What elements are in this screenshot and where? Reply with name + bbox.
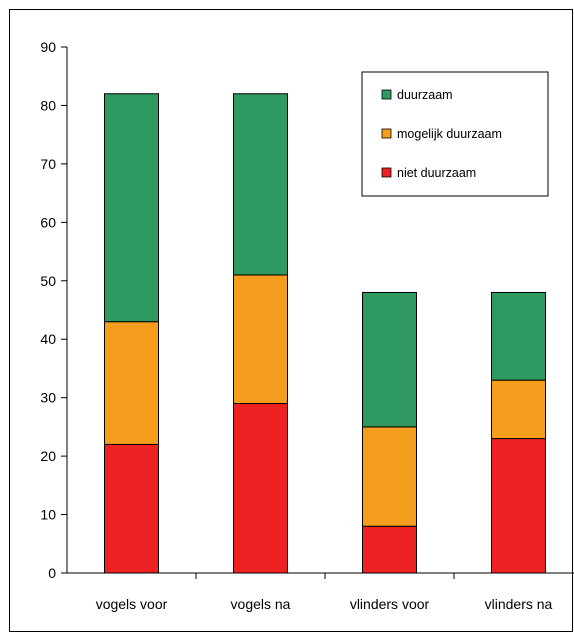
- y-tick-label: 70: [40, 156, 56, 172]
- legend-swatch: [381, 128, 392, 139]
- bar-segment: [362, 291, 417, 428]
- bar-segment: [104, 443, 159, 574]
- bar-segment: [104, 321, 159, 445]
- y-tick-label: 10: [40, 507, 56, 523]
- y-tick-label: 60: [40, 214, 56, 230]
- y-tick-label: 0: [48, 565, 56, 581]
- legend-box: [361, 71, 549, 197]
- legend-label: niet duurzaam: [397, 166, 476, 180]
- legend: duurzaam mogelijk duurzaam niet duurzaam: [361, 71, 549, 197]
- bar-segment: [362, 525, 417, 574]
- bar-segment: [233, 93, 288, 276]
- y-tick-label: 90: [40, 39, 56, 55]
- y-tick-labels: 0 10 20 30 40 50 60 70 80 90: [40, 39, 56, 581]
- y-tick-label: 20: [40, 448, 56, 464]
- bars: [104, 93, 546, 574]
- legend-swatch: [381, 89, 392, 100]
- bar-segment: [491, 379, 546, 440]
- x-category-label: vogels na: [231, 596, 291, 612]
- bar-segment: [491, 438, 546, 574]
- bar-segment: [491, 291, 546, 381]
- y-tick-label: 30: [40, 390, 56, 406]
- bar-segment: [233, 403, 288, 574]
- y-tick-label: 50: [40, 273, 56, 289]
- legend-label: mogelijk duurzaam: [397, 127, 502, 141]
- bar-segment: [362, 426, 417, 527]
- legend-swatch: [381, 167, 392, 178]
- x-category-label: vogels voor: [96, 596, 168, 612]
- bar-segment: [233, 274, 288, 405]
- legend-label: duurzaam: [397, 88, 453, 102]
- y-tick-label: 80: [40, 97, 56, 113]
- x-tick-labels: vogels voor vogels na vlinders voor vlinder…: [96, 596, 553, 612]
- x-category-label: vlinders na: [485, 596, 553, 612]
- x-category-label: vlinders voor: [350, 596, 430, 612]
- bar-segment: [104, 93, 159, 323]
- y-tick-label: 40: [40, 331, 56, 347]
